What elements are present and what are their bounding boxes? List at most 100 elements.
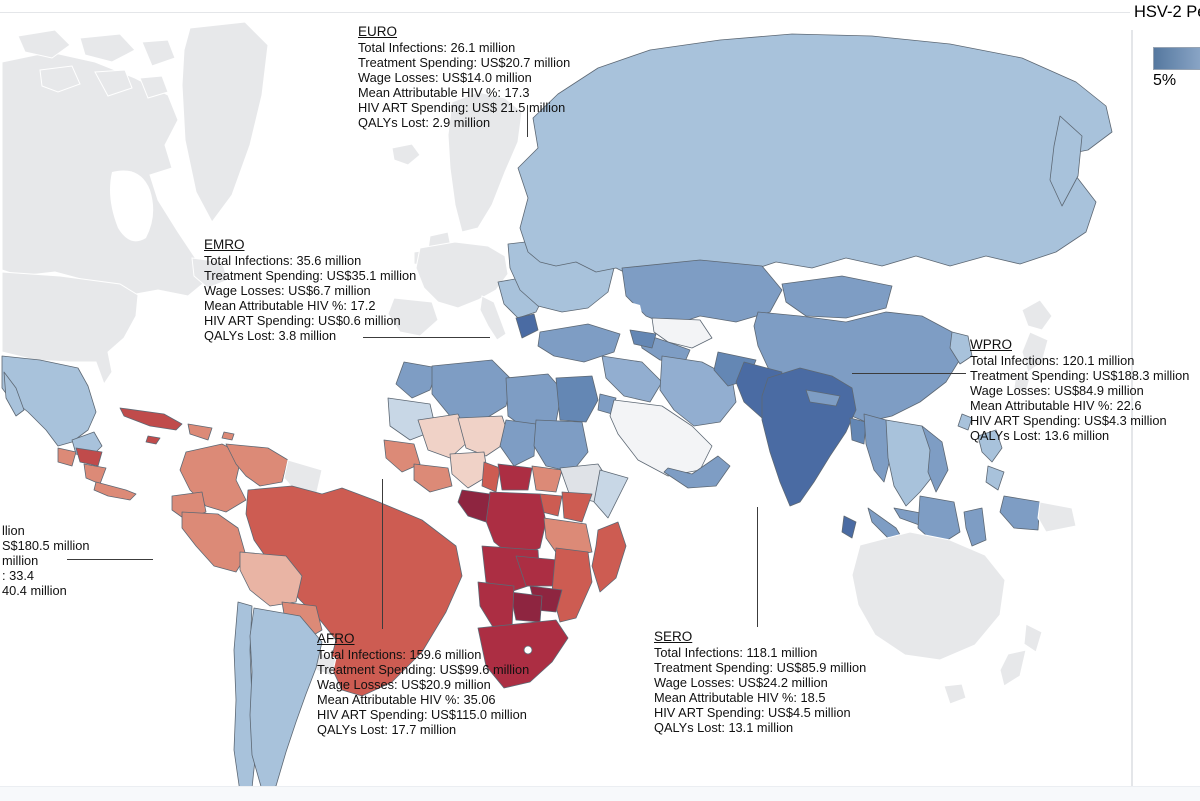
country-cameroon [481, 461, 501, 493]
region-new-guinea-east [1037, 501, 1077, 533]
region-caucasus [629, 329, 657, 349]
stat-fragment: 40.4 million [2, 583, 67, 598]
island-tasmania [943, 683, 967, 705]
region-scandinavia [447, 91, 523, 233]
stat-hiv-art-spending: HIV ART Spending: US$4.3 million [970, 413, 1167, 428]
stat-qalys-lost: QALYs Lost: 13.6 million [970, 428, 1110, 443]
stat-mean-attributable-hiv: Mean Attributable HIV %: 17.2 [204, 298, 376, 313]
region-baja-california [3, 371, 25, 417]
stat-total-infections: Total Infections: 35.6 million [204, 253, 362, 268]
island-puerto-rico [221, 431, 235, 441]
country-venezuela [225, 443, 289, 487]
country-chad [499, 419, 537, 467]
arctic-island [139, 75, 169, 99]
stat-fragment: S$180.5 million [2, 538, 90, 553]
country-nigeria [449, 451, 489, 489]
stat-qalys-lost: QALYs Lost: 3.8 million [204, 328, 337, 343]
region-yemen-oman [663, 455, 731, 489]
stat-treatment-spending: Treatment Spending: US$20.7 million [358, 55, 571, 70]
country-jamaica [145, 435, 161, 445]
region-new-guinea-west [999, 495, 1041, 531]
annotation-sero: SERO Total Infections: 118.1 million Tre… [654, 629, 866, 735]
country-uzbekistan [651, 317, 713, 349]
island-borneo [917, 495, 961, 547]
region-senegal-guinea [383, 439, 421, 473]
stat-hiv-art-spending: HIV ART Spending: US$ 21.5 million [358, 100, 566, 115]
island-taiwan [957, 413, 973, 431]
legend-tick-label: 5% [1153, 72, 1177, 89]
region-title-euro: EURO [358, 24, 398, 39]
country-italy [479, 295, 507, 341]
region-title-wpro: WPRO [970, 337, 1012, 352]
stat-hiv-art-spending: HIV ART Spending: US$4.5 million [654, 705, 851, 720]
country-nicaragua [83, 463, 107, 485]
country-madagascar [591, 521, 627, 593]
region-title-sero: SERO [654, 629, 693, 644]
country-mali [417, 413, 471, 459]
annotation-wpro: WPRO Total Infections: 120.1 million Tre… [970, 337, 1189, 443]
island-sulawesi [963, 507, 987, 547]
region-iberia [387, 297, 439, 337]
annotation-afro: AFRO Total Infections: 159.6 million Tre… [317, 631, 529, 737]
leader-line-euro [527, 105, 528, 137]
stat-wage-losses: Wage Losses: US$14.0 million [358, 70, 532, 85]
annotation-paho-cutoff: llion S$180.5 million million : 33.4 40.… [2, 523, 90, 598]
stat-treatment-spending: Treatment Spending: US$188.3 million [970, 368, 1190, 383]
stat-total-infections: Total Infections: 120.1 million [970, 353, 1135, 368]
leader-line-sero [757, 507, 758, 627]
arctic-island [39, 65, 81, 93]
island-hispaniola [187, 423, 213, 441]
country-japan-main [1021, 331, 1049, 373]
country-peru [181, 511, 247, 573]
country-philippines-north [977, 429, 1003, 463]
stat-treatment-spending: Treatment Spending: US$85.9 million [654, 660, 867, 675]
region-syria-iraq [601, 355, 663, 403]
country-sudan [533, 419, 589, 473]
country-sri-lanka [841, 515, 857, 539]
country-egypt [555, 375, 599, 423]
country-philippines-south [985, 465, 1005, 491]
country-niger [457, 415, 511, 457]
stat-qalys-lost: QALYs Lost: 2.9 million [358, 115, 491, 130]
country-india [761, 367, 857, 507]
hudson-bay [110, 170, 154, 242]
leader-line-emro [363, 337, 490, 338]
region-kamchatka [1049, 115, 1083, 207]
country-turkey [537, 323, 621, 363]
annotation-emro: EMRO Total Infections: 35.6 million Trea… [204, 237, 416, 343]
region-costa-rica-panama [93, 481, 137, 501]
region-korea [949, 331, 973, 365]
stat-treatment-spending: Treatment Spending: US$35.1 million [204, 268, 417, 283]
country-guatemala [57, 447, 77, 467]
country-mozambique [551, 547, 593, 623]
stat-qalys-lost: QALYs Lost: 17.7 million [317, 722, 457, 737]
country-nepal [805, 389, 841, 407]
country-vietnam [921, 425, 949, 493]
stat-fragment: llion [2, 523, 25, 538]
arctic-island [17, 29, 71, 59]
country-cuba [119, 407, 183, 431]
arctic-island [141, 39, 176, 67]
country-new-zealand-south [999, 649, 1027, 687]
map-frame-bottom-strip [0, 786, 1200, 801]
country-iceland [391, 143, 421, 166]
stat-total-infections: Total Infections: 159.6 million [317, 647, 482, 662]
stat-fragment: : 33.4 [2, 568, 35, 583]
region-gabon-congo [457, 489, 491, 523]
leader-line-afro [382, 479, 383, 629]
stat-wage-losses: Wage Losses: US$24.2 million [654, 675, 828, 690]
country-south-africa [477, 619, 569, 689]
country-australia [851, 531, 1006, 661]
country-kenya [561, 491, 593, 523]
stat-hiv-art-spending: HIV ART Spending: US$0.6 million [204, 313, 401, 328]
leader-line-paho [67, 559, 153, 560]
stat-wage-losses: Wage Losses: US$20.9 million [317, 677, 491, 692]
country-bangladesh [849, 417, 867, 445]
country-south-sudan [531, 465, 563, 493]
region-western-europe [415, 241, 509, 309]
country-japan-north [1021, 299, 1053, 331]
country-lesotho [523, 645, 533, 655]
stat-qalys-lost: QALYs Lost: 13.1 million [654, 720, 794, 735]
